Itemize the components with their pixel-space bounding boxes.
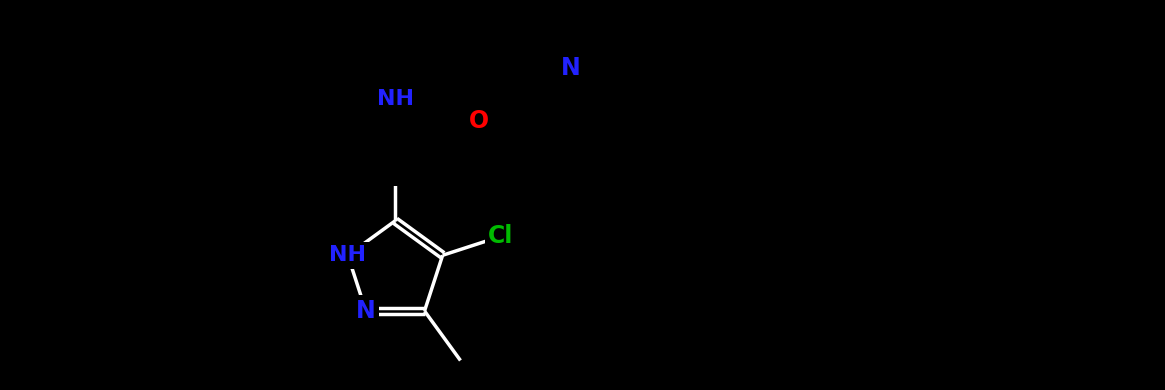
Text: NH: NH (330, 245, 366, 265)
Text: O: O (468, 109, 489, 133)
Text: N: N (560, 56, 580, 80)
Text: N: N (356, 299, 376, 323)
Text: Cl: Cl (488, 224, 514, 248)
Text: NH: NH (376, 89, 414, 108)
Text: O: O (386, 87, 405, 110)
